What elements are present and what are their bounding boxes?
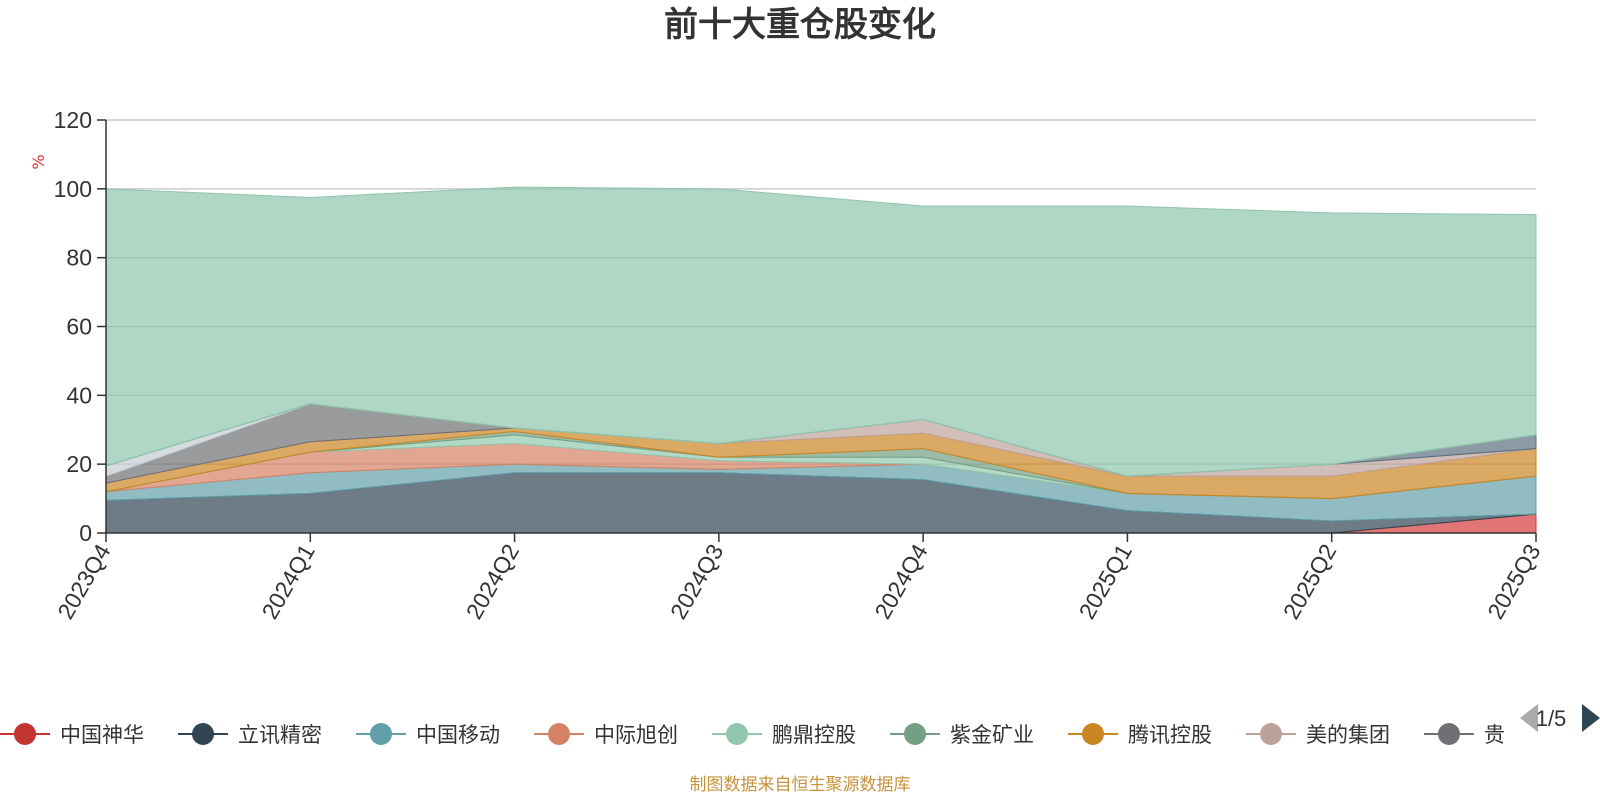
legend-marker-icon: [904, 723, 926, 745]
prev-page-icon[interactable]: [1520, 704, 1538, 732]
legend-marker-icon: [1082, 723, 1104, 745]
legend-marker-icon: [192, 723, 214, 745]
x-tick-label: 2024Q4: [869, 539, 933, 623]
y-axis-unit: %: [29, 154, 48, 169]
y-tick-label: 100: [54, 176, 92, 202]
legend-label: 腾讯控股: [1128, 723, 1212, 747]
x-tick-label: 2024Q3: [665, 540, 728, 624]
legend-item[interactable]: 中国神华: [0, 723, 144, 747]
legend-label: 中际旭创: [594, 723, 678, 747]
x-tick-label: 2024Q2: [461, 540, 524, 624]
x-tick-label: 2024Q1: [256, 540, 319, 624]
legend-item[interactable]: 立讯精密: [178, 723, 322, 747]
source-note: 制图数据来自恒生聚源数据库: [690, 775, 911, 795]
next-page-icon[interactable]: [1582, 704, 1600, 732]
y-tick-label: 0: [79, 520, 92, 546]
legend-item[interactable]: 贵: [1424, 723, 1505, 747]
y-tick-label: 120: [54, 107, 92, 133]
y-tick-label: 60: [66, 314, 92, 340]
legend-item[interactable]: 紫金矿业: [890, 723, 1034, 747]
y-tick-label: 40: [66, 382, 92, 408]
y-tick-label: 80: [66, 245, 92, 271]
chart-title: 前十大重仓股变化: [664, 5, 936, 45]
legend-item[interactable]: 中际旭创: [534, 723, 678, 747]
y-tick-label: 20: [66, 451, 92, 477]
areas[interactable]: [105, 186, 1537, 534]
legend[interactable]: 中国神华 立讯精密 中国移动 中际旭创 鹏鼎控股 紫金矿业 腾讯控股 美的集团 贵: [0, 723, 1505, 747]
x-tick-label: 2023Q4: [52, 539, 116, 623]
x-tick-label: 2025Q3: [1482, 540, 1545, 624]
legend-label: 鹏鼎控股: [772, 723, 856, 747]
legend-label: 中国移动: [416, 723, 500, 747]
legend-marker-icon: [370, 723, 392, 745]
legend-pager[interactable]: 1/5: [1520, 704, 1600, 732]
legend-marker-icon: [1438, 723, 1460, 745]
legend-marker-icon: [548, 723, 570, 745]
legend-marker-icon: [1260, 723, 1282, 745]
legend-label: 紫金矿业: [950, 723, 1034, 747]
legend-marker-icon: [14, 723, 36, 745]
legend-item[interactable]: 中国移动: [356, 723, 500, 747]
x-tick-label: 2025Q2: [1278, 540, 1341, 624]
legend-page-indicator: 1/5: [1536, 706, 1567, 731]
legend-item[interactable]: 美的集团: [1246, 723, 1390, 747]
legend-item[interactable]: 腾讯控股: [1068, 723, 1212, 747]
legend-item[interactable]: 鹏鼎控股: [712, 723, 856, 747]
legend-marker-icon: [726, 723, 748, 745]
legend-label: 贵: [1484, 723, 1505, 747]
legend-label: 中国神华: [60, 723, 144, 747]
x-tick-label: 2025Q1: [1074, 540, 1137, 624]
legend-label: 立讯精密: [238, 723, 322, 747]
legend-label: 美的集团: [1306, 723, 1390, 747]
area-series-14[interactable]: [105, 186, 1537, 477]
